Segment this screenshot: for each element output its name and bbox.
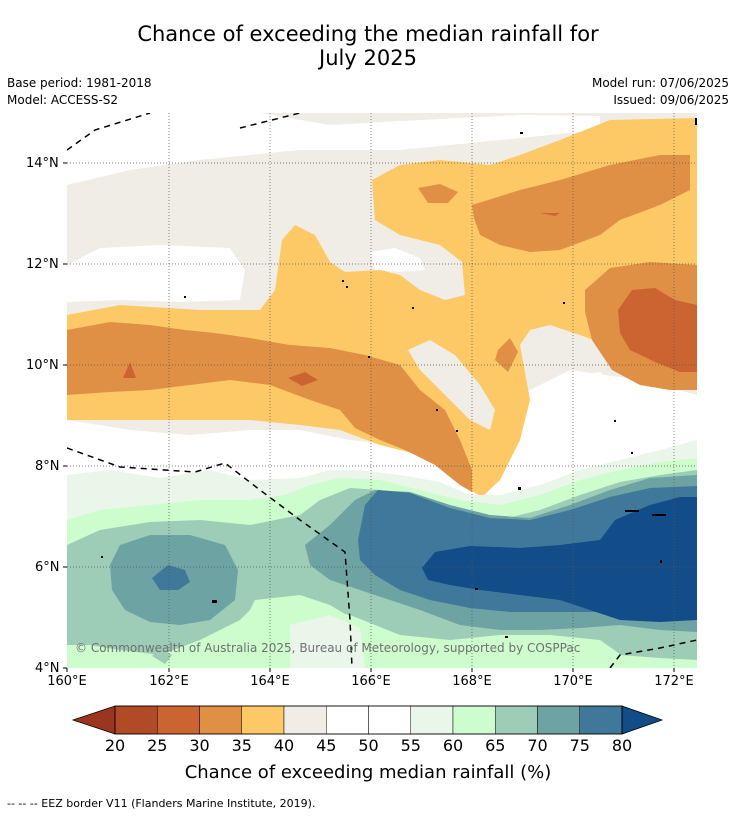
- colorbar-cell-5: [326, 705, 369, 735]
- model-label: Model: ACCESS-S2: [7, 93, 119, 107]
- model-run-label: Model run: 07/06/2025: [591, 76, 729, 90]
- region-25-30-east: [618, 288, 697, 372]
- region-25-30-a: [288, 372, 318, 386]
- colorbar-cell-7: [410, 705, 454, 735]
- colorbar-tick-label: 70: [527, 736, 548, 755]
- lon-label-164e: 164°E: [250, 674, 290, 689]
- region-45-55-c: [370, 248, 425, 272]
- colorbar-cell-4: [283, 705, 327, 735]
- colorbar-over-arrow: [621, 705, 664, 735]
- colorbar-tick-label: 55: [400, 736, 421, 755]
- lon-label-162e: 162°E: [149, 674, 189, 689]
- eez-border-west: [67, 447, 353, 668]
- lat-label-14n: 14°N: [26, 156, 59, 171]
- colorbar-tick-label: 40: [273, 736, 295, 755]
- colorbar-tick-label: 65: [485, 736, 506, 755]
- colorbar-cell-6: [368, 705, 411, 735]
- colorbar-tick-label: 30: [189, 736, 210, 755]
- region-30-35-small-a: [418, 184, 458, 203]
- region-65-70-spot: [152, 648, 172, 664]
- region-gt80: [422, 497, 697, 622]
- colorbar: [71, 705, 664, 735]
- colorbar-cell-8: [452, 705, 496, 735]
- copyright-notice: © Commonwealth of Australia 2025, Bureau…: [75, 641, 581, 655]
- region-30-35-small-b: [495, 338, 518, 372]
- eez-footnote: -- -- -- EEZ border V11 (Flanders Marine…: [7, 797, 316, 810]
- colorbar-tick-label: 20: [104, 736, 126, 755]
- colorbar-under-arrow: [71, 705, 116, 735]
- lon-label-170e: 170°E: [553, 674, 593, 689]
- lat-label-12n: 12°N: [26, 257, 59, 272]
- region-45-55-b: [67, 245, 245, 302]
- lon-label-168e: 168°E: [452, 674, 492, 689]
- base-period-label: Base period: 1981-2018: [7, 76, 152, 90]
- region-45-55-a: [67, 113, 600, 185]
- lat-label-10n: 10°N: [26, 358, 59, 373]
- region-60-65-south: [67, 595, 697, 668]
- colorbar-tick-label: 80: [611, 736, 633, 755]
- region-30-35-north: [472, 155, 690, 252]
- eez-border-lines: [67, 113, 697, 668]
- colorbar-tick-label: 45: [316, 736, 337, 755]
- colorbar-cell-0: [114, 705, 158, 735]
- colorbar-tick-label: 60: [442, 736, 464, 755]
- lat-label-8n: 8°N: [35, 459, 60, 474]
- contour-fields: [67, 113, 697, 668]
- eez-border-south-east: [609, 639, 697, 668]
- region-40-45-c: [408, 340, 495, 430]
- region-25-30-b: [123, 362, 136, 378]
- eez-border-north: [67, 113, 151, 151]
- lon-label-166e: 166°E: [351, 674, 391, 689]
- region-75-80-west: [152, 565, 190, 590]
- colorbar-tick-label: 25: [147, 736, 168, 755]
- colorbar-cell-9: [495, 705, 538, 735]
- map-title-line1: Chance of exceeding the median rainfall …: [137, 22, 599, 46]
- map-title-line2: July 2025: [319, 46, 417, 70]
- colorbar-tick-label: 35: [231, 736, 252, 755]
- colorbar-cell-11: [579, 705, 623, 735]
- colorbar-tick-label: 50: [358, 736, 379, 755]
- region-55-60-south: [290, 615, 365, 668]
- colorbar-cell-2: [199, 705, 242, 735]
- colorbar-cell-10: [537, 705, 580, 735]
- colorbar-frame: [114, 705, 623, 735]
- colorbar-tick-label: 75: [569, 736, 590, 755]
- graticule: [67, 113, 697, 668]
- lat-label-4n: 4°N: [35, 661, 60, 676]
- lat-label-6n: 6°N: [35, 560, 60, 575]
- islands: [101, 118, 697, 638]
- colorbar-cells: [114, 705, 623, 735]
- lon-label-172e: 172°E: [654, 674, 694, 689]
- region-30-35-west: [67, 322, 472, 492]
- lon-label-160e: 160°E: [47, 674, 87, 689]
- colorbar-title: Chance of exceeding median rainfall (%): [184, 762, 552, 783]
- colorbar-cell-1: [157, 705, 200, 735]
- region-25-30-c: [540, 213, 560, 216]
- colorbar-cell-3: [241, 705, 285, 735]
- region-45-55-d: [560, 372, 650, 460]
- axis-ticks: [63, 162, 675, 672]
- issued-label: Issued: 09/06/2025: [613, 93, 729, 107]
